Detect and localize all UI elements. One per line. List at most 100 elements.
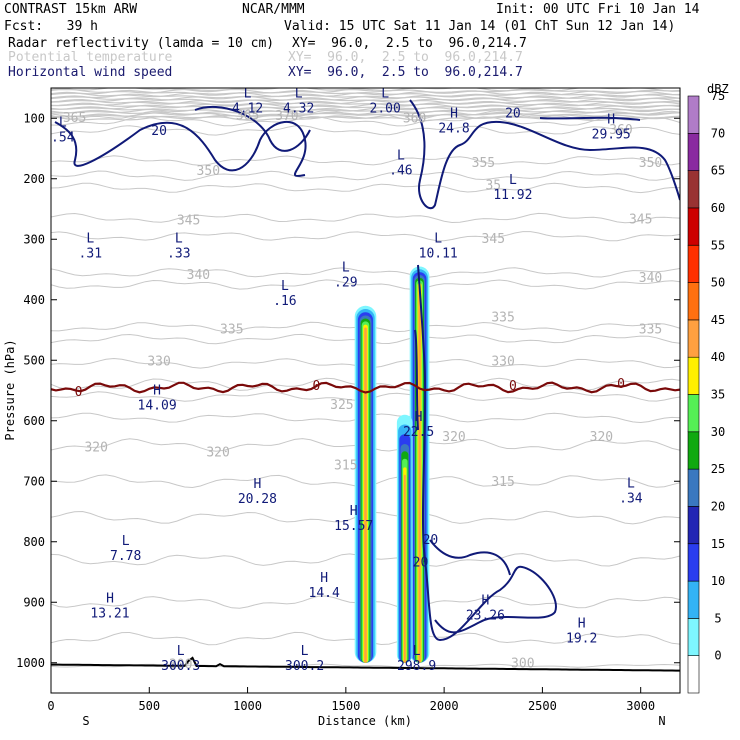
colorbar-swatch (687, 618, 700, 657)
theta-isentrope-packed (51, 91, 680, 98)
theta-label: 345 (629, 212, 652, 227)
theta-isentrope-packed (51, 104, 680, 111)
extremum-value: 19.2 (566, 631, 597, 646)
extremum-value: .33 (167, 247, 190, 262)
colorbar-level: 60 (711, 201, 725, 215)
extremum-value: 4.32 (283, 101, 314, 116)
plot-frame (50, 87, 681, 694)
extremum-value: .31 (79, 247, 102, 262)
colorbar-swatch (687, 170, 700, 209)
colorbar-level: 20 (711, 499, 725, 513)
wind-extremum-high: H22.5 (403, 410, 434, 440)
x-tick-label: 0 (47, 699, 54, 713)
y-axis-label: Pressure (hPa) (3, 339, 17, 440)
colorbar-level: 35 (711, 388, 725, 402)
extremum-type: L (59, 115, 67, 130)
cell-2-band-7 (418, 285, 421, 663)
extremum-type: L (397, 149, 405, 164)
wind-extremum-high: H23.26 (466, 593, 505, 623)
contour-labels: 365 365 370 360 360 355 350 350 35 345 345 345 340 34… (51, 86, 662, 674)
extremum-value: 300.2 (285, 659, 324, 674)
x-axis-label: Distance (km) (318, 714, 412, 728)
colorbar-level: 5 (714, 611, 721, 625)
theta-label: 315 (334, 459, 357, 474)
extremum-type: H (350, 504, 358, 519)
y-tick-label: 200 (23, 172, 45, 186)
extremum-type: H (253, 477, 261, 492)
field3-name: Horizontal wind speed (8, 65, 173, 80)
colorbar-swatch (687, 543, 700, 582)
extremum-value: .34 (619, 492, 643, 507)
theta-label: 350 (197, 164, 220, 179)
theta-label: 340 (639, 271, 662, 286)
x-tick-label: 500 (138, 699, 160, 713)
wind-contour-5 (429, 539, 511, 576)
extremum-type: L (342, 261, 350, 276)
extremum-value: 15.57 (334, 519, 373, 534)
colorbar-swatch (687, 655, 700, 694)
colorbar-swatch (687, 95, 700, 134)
wind-extremum-low: L2.00 (370, 88, 401, 116)
wind-extremum-low: L7.78 (110, 534, 141, 564)
extremum-value: 4.12 (232, 101, 263, 116)
colorbar-level: 65 (711, 164, 725, 178)
extremum-value: 13.21 (90, 607, 129, 622)
extremum-type: H (106, 592, 114, 607)
colorbar-level: 70 (711, 126, 725, 140)
forecast-hour: Fcst: 39 h (4, 19, 98, 34)
wind-extremum-high: H14.4 (309, 571, 340, 601)
extremum-type: H (578, 616, 586, 631)
extremum-type: L (295, 86, 303, 101)
wind-extremum-high: H20.28 (238, 477, 277, 507)
theta-label: 340 (187, 268, 210, 283)
cell-3-band-7 (403, 474, 406, 663)
extremum-value: 7.78 (110, 549, 141, 564)
colorbar-swatch (687, 319, 700, 358)
field3-xy: XY= 96.0, 2.5 to 96.0,214.7 (288, 65, 523, 80)
theta-isentrope-packed (51, 95, 680, 102)
x-tick-label: 3000 (626, 699, 655, 713)
theta-label: 320 (206, 445, 229, 460)
colorbar-level: 75 (711, 89, 725, 103)
cell-1-band-7 (364, 327, 367, 663)
colorbar-swatch (687, 133, 700, 171)
y-tick-label: 600 (23, 414, 45, 428)
extremum-type: L (281, 279, 289, 294)
direction-south: S (82, 714, 89, 728)
wind-extremum-low: L.29 (334, 261, 357, 291)
wind-contour-label: 0 (75, 385, 83, 400)
extremum-value: 14.09 (138, 398, 177, 413)
wind-contour-label: 20 (151, 124, 167, 139)
wind-contour-0 (54, 121, 307, 177)
colorbar-level: 15 (711, 537, 725, 551)
theta-label: 360 (609, 123, 632, 138)
extremum-type: L (434, 232, 442, 247)
extremum-value: 2.00 (370, 101, 401, 116)
extremum-type: L (244, 86, 252, 101)
extremum-type: H (607, 112, 615, 127)
y-tick-label: 100 (23, 111, 45, 125)
wind-contours (51, 99, 680, 672)
freezing-level-line (51, 381, 680, 394)
reflectivity-cells (354, 266, 430, 663)
colorbar-level: 10 (711, 574, 725, 588)
x-tick-label: 1500 (331, 699, 360, 713)
colorbar-swatch (687, 207, 700, 246)
wind-extremum-high: H13.21 (90, 592, 129, 622)
direction-north: N (658, 714, 665, 728)
extremum-value: .29 (334, 276, 357, 291)
wind-extremum-low: L.16 (273, 279, 296, 309)
x-tick-label: 2000 (430, 699, 459, 713)
colorbar-swatch (687, 394, 700, 433)
wind-contour-1 (194, 105, 311, 152)
colorbar-level: 30 (711, 425, 725, 439)
extremum-type: L (509, 173, 517, 188)
y-tick-label: 800 (23, 535, 45, 549)
wind-contour-label: 20 (505, 107, 521, 122)
extremum-type: H (415, 410, 423, 425)
extremum-type: H (153, 383, 161, 398)
theta-label: 300 (169, 658, 192, 673)
theta-label: 365 (236, 108, 259, 123)
extremum-value: 300.3 (161, 659, 200, 674)
